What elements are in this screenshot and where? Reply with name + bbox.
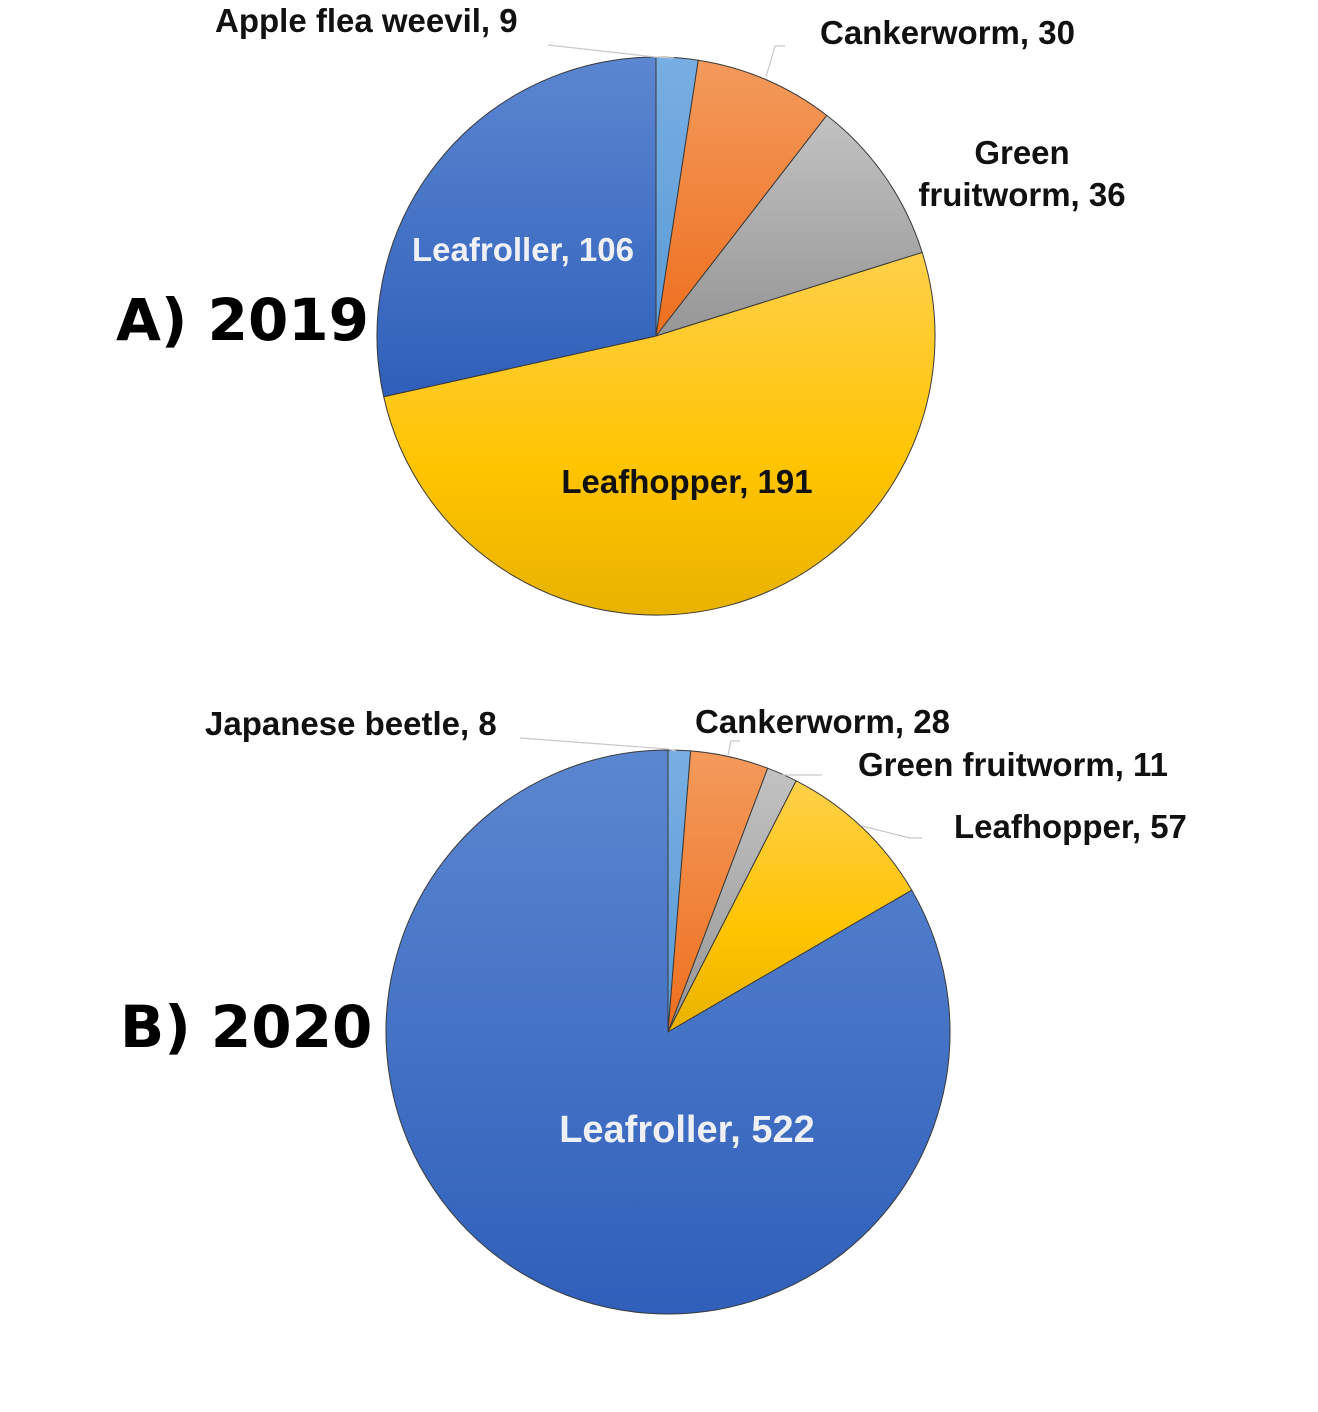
pie-slice-green-fruitworm bbox=[655, 114, 923, 337]
leader-line-leafhopper bbox=[861, 825, 922, 839]
leader-line-japanese-beetle bbox=[519, 737, 677, 752]
slice-label-green-fruitworm: fruitworm, 36 bbox=[918, 176, 1125, 213]
slice-label-apple-flea-weevil: Apple flea weevil, 9 bbox=[215, 2, 518, 39]
leader-line-cankerworm bbox=[765, 45, 785, 78]
slice-label-leafhopper: Leafhopper, 57 bbox=[954, 808, 1187, 845]
pie-slice-leafhopper bbox=[383, 251, 936, 616]
slice-label-green-fruitworm: Green bbox=[974, 134, 1069, 171]
slice-label-leafroller: Leafroller, 106 bbox=[412, 231, 634, 268]
pie-slice-leafroller bbox=[385, 749, 951, 1315]
slice-label-green-fruitworm: Green fruitworm, 11 bbox=[858, 746, 1168, 783]
slices-group bbox=[385, 749, 951, 1315]
slice-label-leafroller: Leafroller, 522 bbox=[559, 1109, 815, 1151]
slice-label-cankerworm: Cankerworm, 30 bbox=[820, 14, 1075, 51]
leader-lines bbox=[519, 737, 922, 839]
chart-title: A) 2019 bbox=[116, 286, 369, 354]
pie-slice-leafroller bbox=[376, 56, 657, 398]
leader-line-cankerworm bbox=[727, 740, 740, 756]
pie-slice-leafhopper bbox=[667, 780, 913, 1033]
chart-2019: A) 2019 Apple flea weevil, 9 Cankerworm,… bbox=[116, 2, 1126, 616]
slices-group bbox=[376, 56, 936, 616]
pie-slice-cankerworm bbox=[655, 59, 828, 337]
slice-label-leafhopper: Leafhopper, 191 bbox=[561, 463, 812, 500]
leader-lines bbox=[547, 44, 785, 78]
leader-line-apple-flea-weevil bbox=[547, 44, 675, 59]
slice-label-cankerworm: Cankerworm, 28 bbox=[695, 703, 950, 740]
chart-2020: B) 2020 Japanese beetle, 8 Cankerworm, 2… bbox=[120, 703, 1187, 1315]
slice-label-japanese-beetle: Japanese beetle, 8 bbox=[205, 705, 497, 742]
chart-title: B) 2020 bbox=[120, 993, 372, 1061]
